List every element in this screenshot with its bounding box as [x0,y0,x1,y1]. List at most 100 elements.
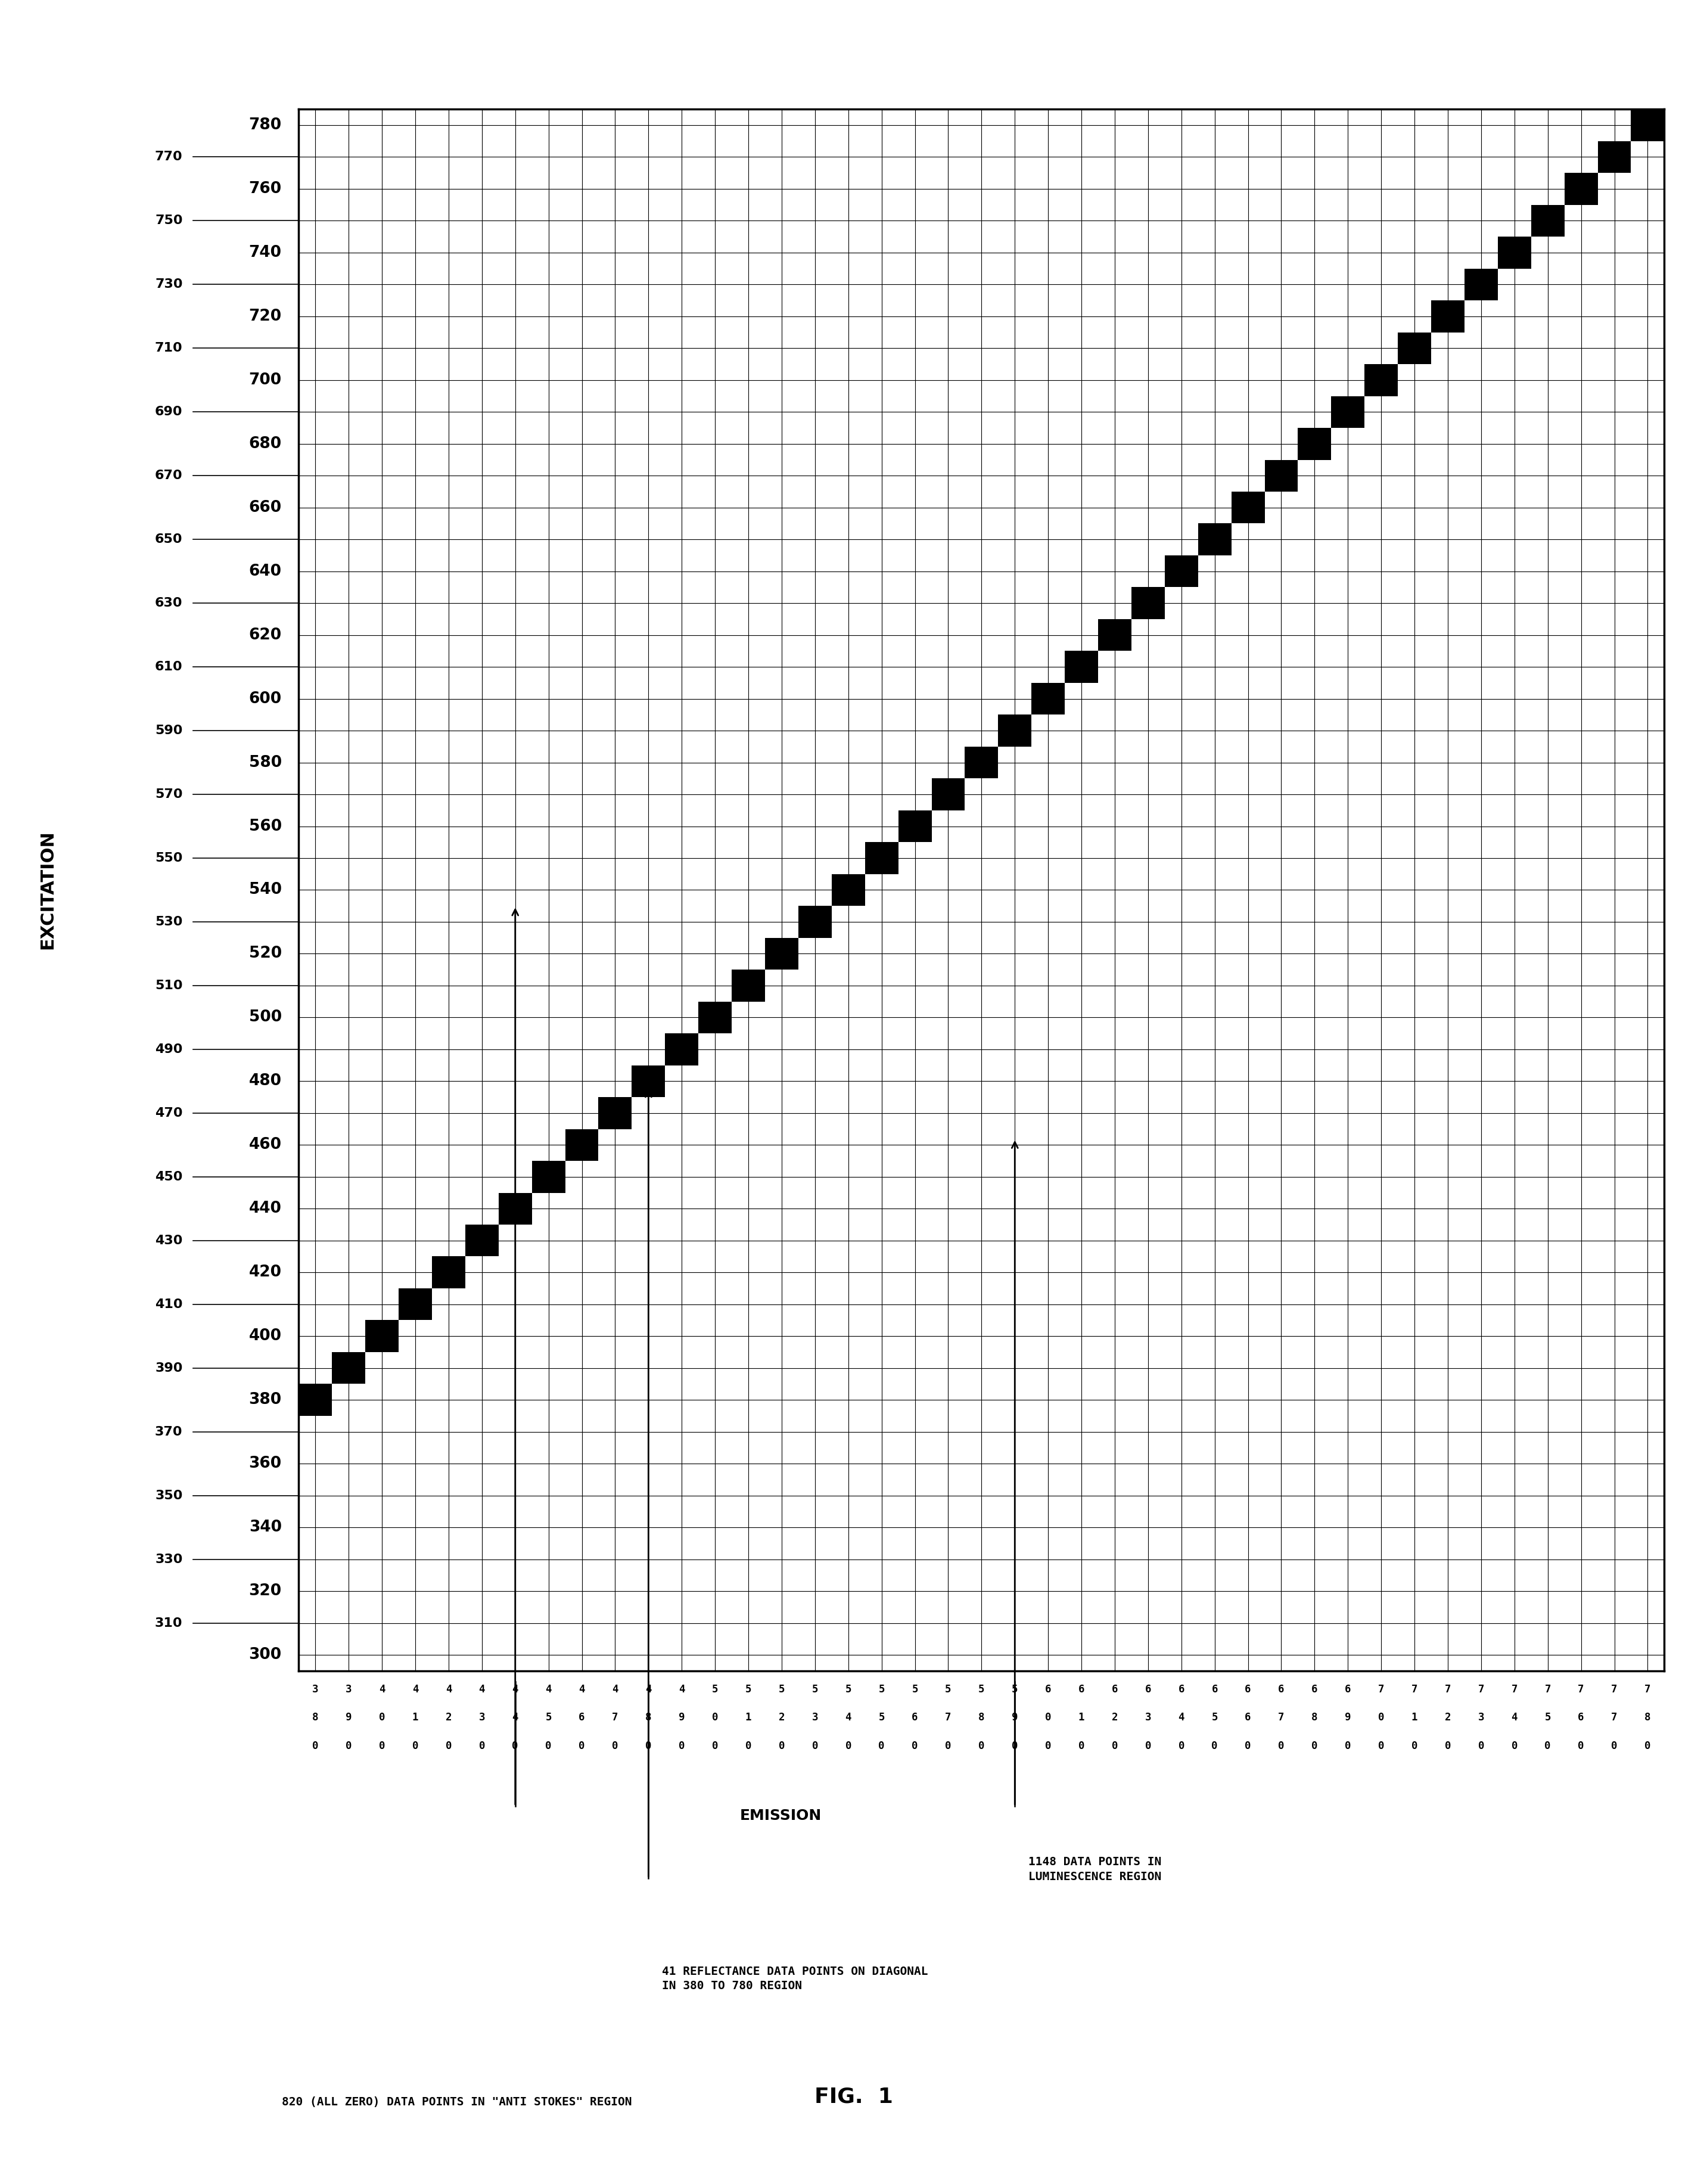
Text: 0: 0 [345,1741,352,1752]
Bar [565,1129,599,1162]
Text: 7: 7 [1644,1684,1651,1695]
Text: 3: 3 [478,1712,485,1723]
Text: 560: 560 [249,819,282,834]
Text: 0: 0 [1378,1712,1384,1723]
Text: 740: 740 [249,245,282,260]
Text: 500: 500 [249,1009,282,1024]
Bar [1564,173,1598,205]
Bar [1098,618,1132,651]
Text: 630: 630 [155,596,183,609]
Text: 300: 300 [249,1647,282,1662]
Bar [1164,555,1198,587]
Text: 6: 6 [1244,1712,1251,1723]
Bar [399,1289,432,1319]
Text: 0: 0 [1311,1741,1318,1752]
Text: 0: 0 [1244,1741,1251,1752]
Bar [865,843,898,874]
Text: 4: 4 [446,1684,452,1695]
Text: 430: 430 [155,1234,183,1247]
Text: 1: 1 [411,1712,418,1723]
Text: 1: 1 [1412,1712,1417,1723]
Text: 6: 6 [1345,1684,1350,1695]
Text: 4: 4 [645,1684,652,1695]
Text: 520: 520 [249,946,282,961]
Text: 3: 3 [345,1684,352,1695]
Text: 0: 0 [1644,1741,1651,1752]
Text: 670: 670 [155,470,183,483]
Bar [964,747,999,778]
Text: 650: 650 [155,533,183,546]
Text: 7: 7 [1545,1684,1552,1695]
Text: 0: 0 [1545,1741,1552,1752]
Text: 400: 400 [249,1328,282,1343]
Bar [1531,205,1564,236]
Text: 690: 690 [155,406,183,417]
Bar [1132,587,1164,618]
Bar [1031,684,1065,714]
Text: 6: 6 [912,1712,918,1723]
Text: 0: 0 [1444,1741,1451,1752]
Bar [1430,301,1465,332]
Text: 0: 0 [746,1741,751,1752]
Text: 6: 6 [1279,1684,1284,1695]
Bar [333,1352,365,1385]
Text: 6: 6 [1178,1684,1185,1695]
Bar [1331,395,1364,428]
Text: EMISSION: EMISSION [739,1808,821,1824]
Text: 0: 0 [379,1741,386,1752]
Text: 0: 0 [579,1741,586,1752]
Text: 4: 4 [411,1684,418,1695]
Bar [1265,461,1297,491]
Text: 5: 5 [879,1684,884,1695]
Bar [1398,332,1430,365]
Text: 3: 3 [813,1712,818,1723]
Text: 7: 7 [946,1712,951,1723]
Text: 750: 750 [155,214,183,227]
Text: 720: 720 [249,308,282,323]
Text: 550: 550 [155,852,183,865]
Text: 0: 0 [1111,1741,1118,1752]
Text: 350: 350 [155,1489,183,1500]
Text: 0: 0 [679,1741,685,1752]
Text: 490: 490 [155,1044,183,1055]
Text: 4: 4 [613,1684,618,1695]
Text: 0: 0 [978,1741,985,1752]
Text: 6: 6 [1045,1684,1052,1695]
Text: 5: 5 [1212,1712,1217,1723]
Bar [299,1385,333,1415]
Text: 390: 390 [155,1363,183,1374]
Text: 760: 760 [249,181,282,197]
Text: 820 (ALL ZERO) DATA POINTS IN "ANTI STOKES" REGION: 820 (ALL ZERO) DATA POINTS IN "ANTI STOK… [282,2097,632,2108]
Bar [1364,365,1398,395]
Text: 0: 0 [613,1741,618,1752]
Text: 6: 6 [1577,1712,1584,1723]
Text: 580: 580 [249,756,282,771]
Text: 3: 3 [312,1684,319,1695]
Text: 7: 7 [1611,1712,1618,1723]
Text: 0: 0 [645,1741,652,1752]
Bar [498,1192,533,1225]
Text: 470: 470 [155,1107,183,1118]
Bar [365,1319,399,1352]
Bar [1065,651,1098,684]
Text: 1: 1 [746,1712,751,1723]
Text: 5: 5 [845,1684,852,1695]
Text: 530: 530 [155,915,183,928]
Text: 0: 0 [1145,1741,1151,1752]
Text: 460: 460 [249,1138,282,1153]
Text: 0: 0 [1478,1741,1485,1752]
Text: 6: 6 [1111,1684,1118,1695]
Text: 780: 780 [249,118,282,133]
Bar [932,778,964,810]
Text: 0: 0 [813,1741,818,1752]
Text: 7: 7 [1378,1684,1384,1695]
Text: 0: 0 [778,1741,785,1752]
Text: 410: 410 [155,1297,183,1310]
Text: 440: 440 [249,1201,282,1216]
Text: 320: 320 [249,1583,282,1599]
Text: 2: 2 [446,1712,452,1723]
Text: 4: 4 [478,1684,485,1695]
Text: 8: 8 [1644,1712,1651,1723]
Text: 0: 0 [946,1741,951,1752]
Bar [599,1096,632,1129]
